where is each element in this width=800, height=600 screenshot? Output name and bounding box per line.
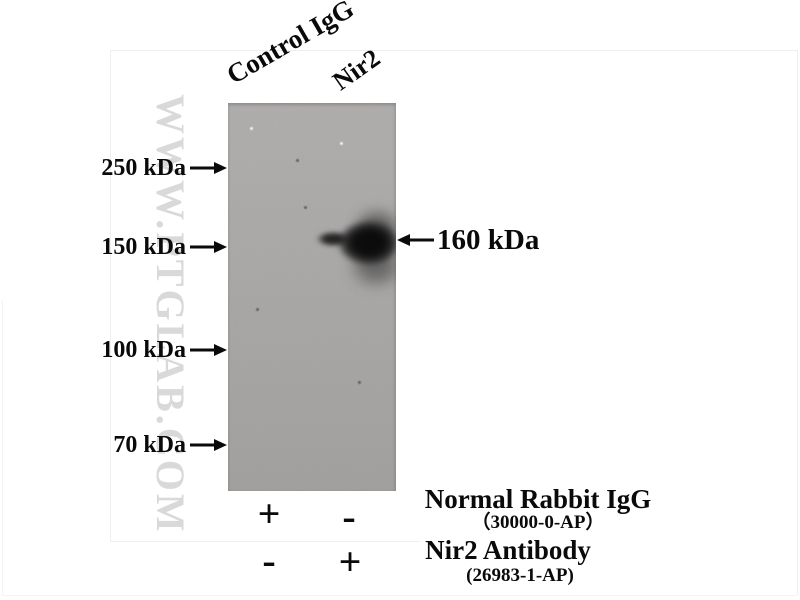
membrane-speck xyxy=(250,127,253,130)
mw-label-250: 250 kDa xyxy=(101,155,186,181)
sign-antibody-lane1: - xyxy=(262,538,276,583)
sign-igg-lane1: + xyxy=(257,491,281,536)
frame-line-bottom xyxy=(2,595,797,596)
sign-antibody-lane2: + xyxy=(338,539,362,584)
band-annotation-160kda: 160 kDa xyxy=(437,224,540,256)
membrane-speck xyxy=(256,308,259,311)
mw-label-70: 70 kDa xyxy=(113,432,186,458)
lane-label-nir2: Nir2 xyxy=(327,43,386,96)
frame-line-inner-bottom xyxy=(110,541,420,542)
mw-arrow-70-icon xyxy=(190,439,227,451)
sign-igg-lane2: - xyxy=(342,494,356,539)
frame-line-inner-left xyxy=(110,50,111,541)
membrane-speck xyxy=(296,159,299,162)
frame-line-outer-left xyxy=(2,300,3,595)
mw-arrow-150-icon xyxy=(190,241,227,253)
band-arrow-left-icon xyxy=(397,234,434,246)
reagent-catalog-nir2-antibody: (26983-1-AP) xyxy=(466,565,574,586)
frame-line-top xyxy=(110,50,797,51)
mw-label-100: 100 kDa xyxy=(101,337,186,363)
reagent-name-normal-rabbit-igg: Normal Rabbit IgG xyxy=(424,484,652,514)
reagent-catalog-normal-rabbit-igg: （30000-0-AP） xyxy=(471,512,605,533)
mw-label-150: 150 kDa xyxy=(101,234,186,260)
protein-band-160kda xyxy=(338,221,396,265)
membrane-speck xyxy=(340,142,343,145)
mw-arrow-250-icon xyxy=(190,162,227,174)
membrane-speck xyxy=(358,381,361,384)
membrane-speck xyxy=(304,206,307,209)
frame-line-right xyxy=(797,50,798,595)
membrane-noise-texture xyxy=(228,103,396,491)
blot-membrane xyxy=(228,103,396,491)
watermark-text: WWW.PTGLAB.COM xyxy=(148,94,193,535)
mw-arrow-100-icon xyxy=(190,344,227,356)
reagent-name-nir2-antibody: Nir2 Antibody xyxy=(425,535,591,565)
